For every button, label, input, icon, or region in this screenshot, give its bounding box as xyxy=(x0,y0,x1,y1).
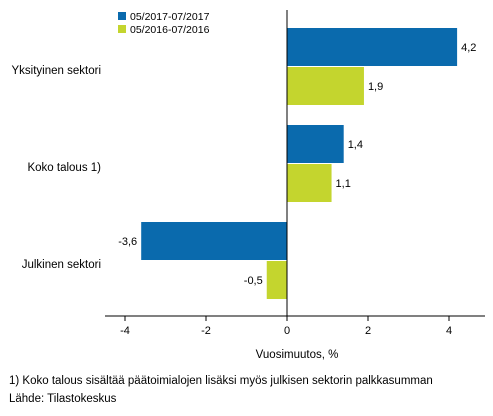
x-tick-label-4: 4 xyxy=(446,325,452,337)
bar-yksityinen-sektori-series-2 xyxy=(287,67,364,105)
legend-swatch-2 xyxy=(118,25,126,33)
axes: -4 -2 0 2 4 xyxy=(105,10,485,337)
bars xyxy=(141,28,458,299)
x-tick-label-2: 0 xyxy=(284,325,290,337)
x-axis-label: Vuosimuutos, % xyxy=(256,349,339,361)
category-label-yksityinen-sektori: Yksityinen sektori xyxy=(12,65,101,77)
x-tick-label-0: -4 xyxy=(120,325,130,337)
data-label-yksityinen-sektori-series-1: 4,2 xyxy=(461,42,476,54)
bar-julkinen-sektori-series-2 xyxy=(266,261,287,299)
bar-koko-talous-1-series-1 xyxy=(287,125,344,163)
bar-koko-talous-1-series-2 xyxy=(287,164,332,202)
bar-yksityinen-sektori-series-1 xyxy=(287,28,458,66)
data-label-koko-talous-1-series-1: 1,4 xyxy=(348,139,363,151)
legend-label-2: 05/2016-07/2016 xyxy=(130,24,210,36)
value-labels: 4,2 1,9 1,4 1,1 -3,6 -0,5 xyxy=(118,42,476,287)
category-labels: Yksityinen sektori Koko talous 1) Julkinen… xyxy=(12,65,102,271)
x-tick-label-3: 2 xyxy=(365,325,371,337)
x-tick-label-1: -2 xyxy=(201,325,211,337)
footnote: 1) Koko talous sisältää päätoimialojen l… xyxy=(9,375,433,387)
category-label-koko-talous-1: Koko talous 1) xyxy=(27,162,101,174)
bar-julkinen-sektori-series-1 xyxy=(141,222,287,260)
legend-swatch-1 xyxy=(118,12,126,20)
data-label-yksityinen-sektori-series-2: 1,9 xyxy=(368,81,383,93)
legend-label-1: 05/2017-07/2017 xyxy=(130,11,210,23)
data-label-koko-talous-1-series-2: 1,1 xyxy=(336,178,351,190)
source-note: Lähde: Tilastokeskus xyxy=(9,393,117,405)
category-label-julkinen-sektori: Julkinen sektori xyxy=(22,259,101,271)
data-label-julkinen-sektori-series-2: -0,5 xyxy=(244,275,263,287)
data-label-julkinen-sektori-series-1: -3,6 xyxy=(118,236,137,248)
